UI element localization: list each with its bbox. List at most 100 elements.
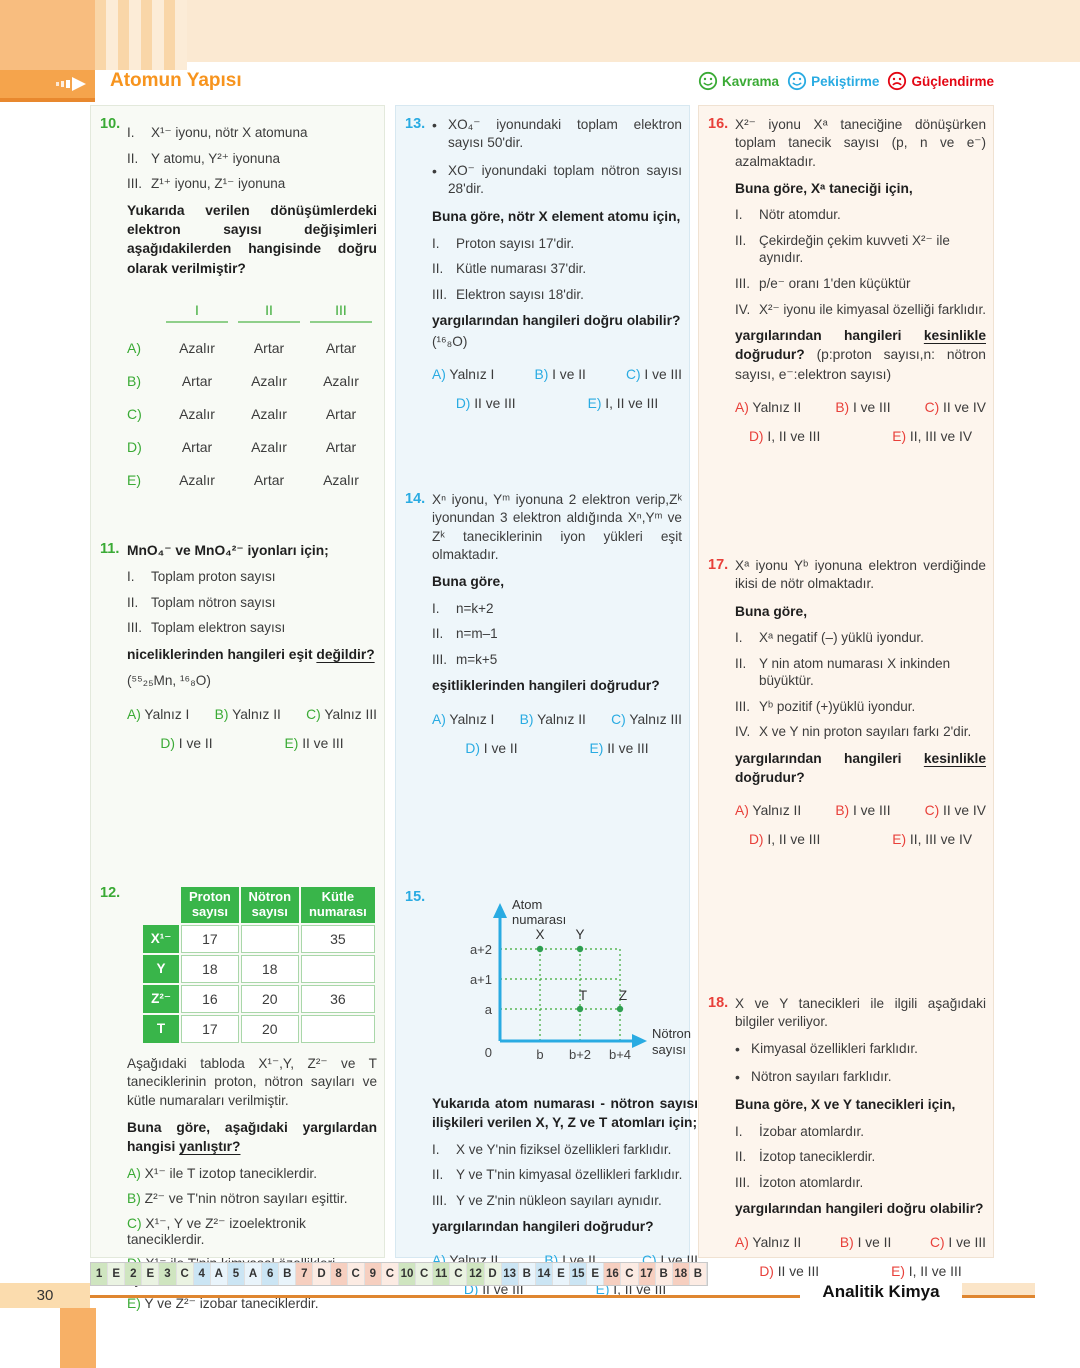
- answer-key-letter: A: [210, 1263, 228, 1285]
- atom-neutron-diagram: Atom numarası Nötron sayısı a+2 a+1 a 0 …: [470, 897, 691, 1062]
- question-prompt: yargılarından hangileri kesinlikle doğru…: [735, 750, 986, 786]
- answer-matrix: I II III A) Azalır Artar Artar B) Artar Azalı…: [127, 302, 377, 488]
- smiley-icon: [698, 71, 718, 91]
- question-lead: Yukarıda atom numarası - nötron sayısı i…: [432, 1096, 698, 1131]
- answer-key-letter: C: [416, 1263, 434, 1285]
- question-number: 18.: [708, 995, 729, 1011]
- table-row: T 17 20: [143, 1014, 375, 1043]
- matrix-header: I: [161, 302, 233, 323]
- bullet-item: Kimyasal özellikleri farklıdır.: [735, 1040, 986, 1059]
- statement-item: I. Nötr atomdur.: [735, 207, 841, 223]
- question-number: 14.: [405, 491, 426, 507]
- question-note: (¹⁶₈O): [432, 333, 468, 349]
- column-right: 16. X²⁻ iyonu Xᵃ taneciğine dönüşürken t…: [698, 105, 994, 1279]
- statement-item: III. Elektron sayısı 18'dir.: [432, 286, 584, 302]
- question-lead: Buna göre, X ve Y tanecikleri için,: [735, 1097, 956, 1113]
- option: B) Z²⁻ ve T'nin nötron sayıları eşittir.: [127, 1190, 348, 1206]
- options-row: A) Yalnız I B) Yalnız II C) Yalnız III: [432, 711, 682, 727]
- question-prompt: eşitliklerinden hangileri doğrudur?: [432, 678, 660, 694]
- y-tick: a+2: [470, 942, 492, 957]
- answer-key-number: 14: [535, 1263, 553, 1285]
- column-left: 10. I. X¹⁻ iyonu, nötr X atomuna II. Y ato…: [90, 105, 385, 1311]
- statement-item: II. n=m–1: [432, 626, 498, 642]
- header-bar: [0, 70, 95, 98]
- statement-item: II. İzotop taneciklerdir.: [735, 1149, 876, 1165]
- question-10: 10. I. X¹⁻ iyonu, nötr X atomuna II. Y ato…: [100, 116, 377, 488]
- question-lead: Buna göre,: [432, 574, 505, 590]
- answer-key-letter: E: [142, 1263, 160, 1285]
- answer-key-letter: D: [484, 1263, 502, 1285]
- answer-key-letter: C: [450, 1263, 468, 1285]
- question-number: 17.: [708, 557, 729, 573]
- bottom-decoration: [60, 1308, 96, 1368]
- answer-key-letter: B: [655, 1263, 673, 1285]
- y-axis-label: numarası: [512, 912, 566, 927]
- options-row: D) II ve III E) I, II ve III: [455, 395, 659, 411]
- statement-item: II. Y ve T'nin kimyasal özellikleri farkl…: [432, 1167, 683, 1183]
- footer-rule: [60, 1295, 1035, 1298]
- statement-item: I. Toplam proton sayısı: [127, 569, 276, 585]
- table-row: X¹⁻ 17 35: [143, 924, 375, 953]
- answer-key-letter: B: [518, 1263, 536, 1285]
- y-tick: a+1: [470, 972, 492, 987]
- statement-item: II. Kütle numarası 37'dir.: [432, 261, 587, 277]
- options-row: A) Yalnız II B) I ve III C) II ve IV: [735, 803, 986, 819]
- answer-key-number: 4: [193, 1263, 211, 1285]
- answer-key-number: 18: [672, 1263, 690, 1285]
- question-prompt: Yukarıda verilen dönüşümlerdeki elektron…: [127, 202, 377, 276]
- statement-item: II. Y nin atom numarası X inkinden büyükt…: [735, 655, 951, 689]
- question-prompt: yargılarından hangileri kesinlikle doğru…: [735, 328, 986, 382]
- statement-item: I. X ve Y'nin fiziksel özellikleri farklı…: [432, 1141, 672, 1157]
- legend-kavrama: Kavrama: [698, 71, 779, 91]
- question-prompt: niceliklerinden hangileri eşit değildir?: [127, 646, 375, 662]
- question-18: 18. X ve Y tanecikleri ile ilgili aşağıd…: [708, 995, 986, 1279]
- question-head: MnO₄⁻ ve MnO₄²⁻ iyonları için;: [127, 543, 329, 558]
- question-lead: Buna göre,: [735, 603, 808, 619]
- options-row: D) I ve II E) II ve III: [160, 735, 344, 751]
- answer-key-number: 16: [604, 1263, 622, 1285]
- question-12: 12. Proton sayısı Nötron sayısı Kütle nu…: [100, 885, 377, 1321]
- answer-key-number: 3: [159, 1263, 177, 1285]
- question-number: 13.: [405, 116, 426, 132]
- x-tick: b+2: [569, 1047, 591, 1062]
- question-prompt: Buna göre, aşağıdaki yargılardan hangisi…: [127, 1119, 377, 1155]
- smiley-icon: [888, 71, 907, 91]
- point-label: X: [535, 927, 544, 942]
- options-row: D) I, II ve III E) II, III ve IV: [748, 832, 973, 848]
- statement-item: III. İzoton atomlardır.: [735, 1174, 864, 1190]
- option: A) X¹⁻ ile T izotop taneciklerdir.: [127, 1165, 318, 1181]
- answer-key-number: 5: [227, 1263, 245, 1285]
- answer-key-number: 1: [91, 1263, 109, 1285]
- legend-label: Güçlendirme: [911, 73, 994, 89]
- options-row: A) Yalnız I B) Yalnız II C) Yalnız III: [127, 706, 377, 722]
- data-table: Proton sayısı Nötron sayısı Kütle numara…: [141, 885, 377, 1045]
- statement-item: III. Y ve Z'nin nükleon sayıları aynıdır.: [432, 1192, 662, 1208]
- table-header: Kütle numarası: [300, 887, 375, 923]
- legend-guclendirme: Güçlendirme: [887, 71, 994, 91]
- answer-key-letter: C: [176, 1263, 194, 1285]
- question-14: 14. Xⁿ iyonu, Yᵐ iyonuna 2 elektron veri…: [405, 491, 682, 756]
- question-17: 17. Xᵃ iyonu Yᵇ iyonuna elektron verdiği…: [708, 557, 986, 847]
- answer-key-letter: D: [313, 1263, 331, 1285]
- footer-strip: [950, 1283, 1035, 1295]
- arrow-icon: [56, 77, 86, 91]
- table-header: Nötron sayısı: [240, 887, 299, 923]
- matrix-header: II: [233, 302, 305, 323]
- statement-item: I. İzobar atomlardır.: [735, 1123, 865, 1139]
- question-number: 12.: [100, 885, 121, 901]
- answer-key-letter: C: [347, 1263, 365, 1285]
- statement-item: II. Y atomu, Y²⁺ iyonuna: [127, 150, 280, 166]
- question-15: 15.: [405, 889, 698, 1297]
- point-label: Z: [619, 988, 627, 1003]
- options-row: D) I, II ve III E) II, III ve IV: [748, 429, 973, 445]
- statement-item: I. n=k+2: [432, 600, 494, 616]
- options-row: D) I ve II E) II ve III: [465, 740, 649, 756]
- question-13: 13. XO₄⁻ iyonundaki toplam elektron sayı…: [405, 116, 682, 411]
- origin-label: 0: [485, 1045, 492, 1060]
- question-16: 16. X²⁻ iyonu Xᵃ taneciğine dönüşürken t…: [708, 116, 986, 444]
- answer-key-letter: E: [587, 1263, 605, 1285]
- statement-item: III. p/e⁻ oranı 1'den küçüktür: [735, 275, 911, 291]
- corner-block: [0, 0, 95, 70]
- x-tick: b+4: [609, 1047, 631, 1062]
- x-axis-label: sayısı: [652, 1042, 686, 1057]
